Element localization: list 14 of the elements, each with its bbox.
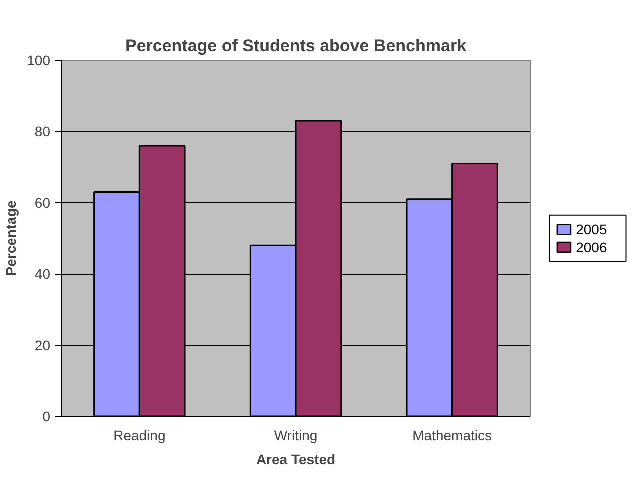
- x-tick-label: Reading: [114, 428, 166, 444]
- x-axis-title: Area Tested: [256, 452, 336, 468]
- y-tick-label: 0: [42, 408, 51, 424]
- y-tick-label: 100: [27, 52, 51, 68]
- legend-label: 2006: [576, 239, 608, 256]
- y-tick-label: 60: [34, 194, 51, 211]
- legend-label: 2005: [576, 222, 608, 238]
- x-tick-label: Writing: [274, 428, 318, 444]
- x-tick-label: Mathematics: [412, 428, 492, 444]
- chart-title: Percentage of Students above Benchmark: [125, 36, 468, 56]
- y-axis-title: Percentage: [3, 200, 20, 276]
- y-tick-label: 80: [34, 124, 51, 140]
- y-tick-label: 20: [34, 337, 51, 354]
- y-tick-label: 40: [34, 266, 51, 282]
